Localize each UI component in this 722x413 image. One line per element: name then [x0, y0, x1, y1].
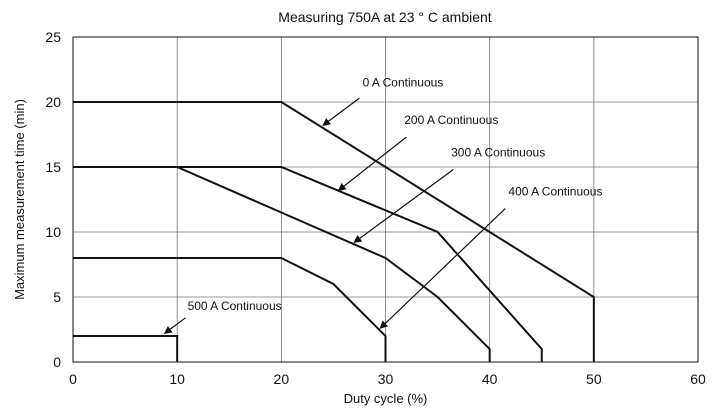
annotation-label: 200 A Continuous [404, 113, 498, 127]
x-tick-label: 50 [586, 371, 602, 387]
series-line [73, 166, 491, 362]
y-tick-label: 5 [53, 289, 61, 305]
series [73, 101, 595, 362]
x-tick-label: 20 [274, 371, 290, 387]
annotation-label: 0 A Continuous [363, 75, 444, 89]
annotation-arrow [163, 317, 186, 334]
y-tick-label: 10 [45, 224, 61, 240]
series-line [73, 166, 543, 362]
chart-title: Measuring 750A at 23 ° C ambient [278, 9, 492, 25]
annotation-arrow [353, 169, 454, 243]
grid [73, 37, 698, 362]
annotation-label: 400 A Continuous [508, 185, 602, 199]
x-tick-label: 10 [169, 371, 185, 387]
y-tick-label: 0 [53, 354, 61, 370]
y-axis-label: Maximum measurement time (min) [12, 99, 27, 300]
x-tick-label: 60 [690, 371, 706, 387]
x-tick-label: 0 [69, 371, 77, 387]
x-tick-label: 30 [378, 371, 394, 387]
x-tick-label: 40 [482, 371, 498, 387]
annotation-arrow [379, 208, 506, 329]
y-tick-label: 25 [45, 29, 61, 45]
y-tick-label: 20 [45, 94, 61, 110]
tick-labels: 0 10 20 30 40 50 60 0 5 10 15 20 25 [45, 29, 706, 387]
series-line [73, 101, 595, 362]
annotation-arrow [322, 97, 360, 126]
annotation-label: 500 A Continuous [188, 299, 282, 313]
y-tick-label: 15 [45, 159, 61, 175]
x-axis-label: Duty cycle (%) [344, 391, 428, 406]
series-line [73, 335, 179, 362]
annotation-label: 300 A Continuous [451, 146, 545, 160]
series-line [73, 257, 387, 362]
annotations: 0 A Continuous 200 A Continuous 300 A Cont… [163, 75, 602, 334]
annotation-arrow [337, 136, 407, 192]
